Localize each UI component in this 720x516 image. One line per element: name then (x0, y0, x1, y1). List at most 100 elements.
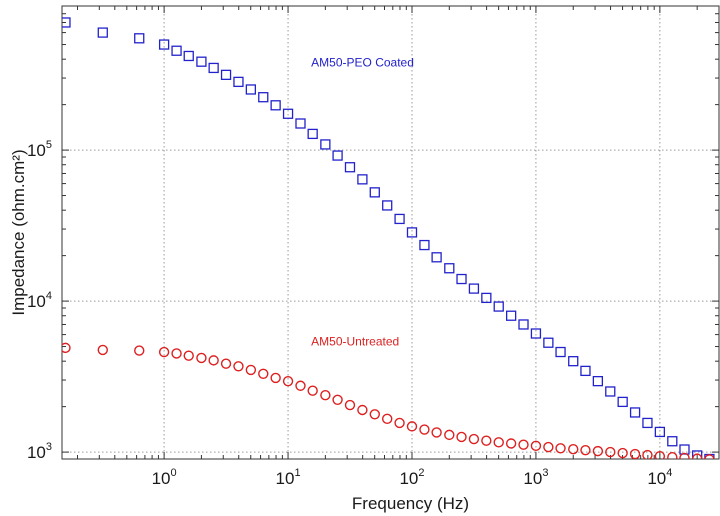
plot-area-frame (61, 5, 720, 460)
circle-marker (617, 447, 628, 459)
circle-marker (134, 345, 145, 356)
square-marker (568, 356, 579, 367)
circle-marker (642, 449, 653, 459)
square-marker (481, 292, 492, 304)
square-marker (344, 162, 356, 173)
square-marker (667, 436, 678, 447)
x-tick-label: 102 (399, 467, 424, 488)
circle-marker (332, 394, 343, 405)
circle-marker (530, 440, 542, 452)
circle-marker (679, 452, 690, 459)
circle-marker (406, 421, 418, 432)
circle-marker (270, 372, 281, 384)
x-axis-label: Frequency (Hz) (352, 494, 469, 513)
circle-marker (295, 380, 306, 391)
square-marker (62, 17, 71, 28)
circle-marker (543, 441, 554, 453)
square-marker (629, 407, 641, 418)
square-marker (171, 45, 182, 56)
circle-marker (456, 431, 467, 443)
circle-marker (468, 433, 480, 445)
square-marker (394, 213, 405, 225)
series-annotations: AM50-PEO Coated AM50-Untreated (311, 56, 414, 349)
square-marker (208, 62, 219, 74)
circle-marker (704, 454, 715, 459)
circle-marker (493, 437, 504, 448)
circle-marker (555, 443, 566, 454)
circle-marker (183, 350, 194, 361)
circle-marker (518, 439, 529, 450)
square-marker (642, 417, 653, 429)
square-marker (679, 444, 690, 455)
circle-marker (220, 358, 232, 369)
circle-marker (419, 424, 430, 435)
circle-marker (258, 368, 269, 379)
circle-marker (382, 413, 393, 425)
circle-marker (320, 390, 331, 401)
series-annotation: AM50-Untreated (311, 334, 399, 348)
square-marker (282, 108, 294, 119)
circle-marker (605, 446, 616, 458)
circle-marker (344, 399, 356, 411)
square-marker (518, 319, 529, 330)
grid-lines (62, 6, 719, 459)
square-marker (369, 187, 380, 198)
square-marker (158, 39, 170, 50)
circle-marker (629, 448, 641, 459)
square-marker (220, 69, 232, 80)
y-tick-label: 103 (27, 441, 52, 462)
square-marker (183, 50, 194, 62)
circle-marker (97, 344, 108, 356)
circle-marker (431, 427, 442, 438)
circle-marker (654, 450, 666, 459)
square-marker (493, 301, 504, 312)
square-marker (320, 139, 331, 150)
square-marker (258, 92, 269, 103)
circle-marker (158, 346, 170, 358)
x-tick-label: 100 (152, 467, 177, 488)
square-marker (270, 100, 281, 111)
circle-marker (444, 429, 455, 441)
circle-marker (369, 409, 380, 420)
square-marker (406, 227, 418, 238)
circle-marker (196, 352, 207, 364)
circle-marker (592, 445, 604, 457)
circle-marker (394, 417, 405, 429)
circle-marker (233, 361, 244, 372)
circle-marker (171, 348, 182, 359)
square-marker (592, 375, 604, 387)
x-tick-label: 104 (647, 467, 672, 488)
square-marker (245, 84, 257, 95)
y-axis-label: Impedance (ohm.cm²) (9, 149, 28, 315)
y-tick-label: 104 (27, 290, 52, 311)
circle-marker (691, 453, 703, 459)
circle-marker (282, 375, 294, 387)
series-annotation: AM50-PEO Coated (311, 56, 414, 70)
square-marker (580, 365, 591, 377)
square-marker (605, 386, 616, 397)
square-marker (444, 263, 455, 274)
circle-marker (357, 404, 368, 416)
square-marker (419, 239, 430, 251)
square-marker (295, 118, 306, 129)
square-marker (456, 273, 467, 285)
circle-marker (505, 438, 517, 449)
square-marker (505, 310, 517, 321)
data-series (62, 17, 715, 459)
circle-marker (62, 342, 71, 354)
square-marker (468, 283, 480, 294)
square-marker (617, 396, 628, 408)
square-marker (307, 128, 318, 140)
square-marker (431, 252, 442, 263)
circle-marker (208, 355, 219, 366)
circle-marker (307, 385, 318, 396)
square-marker (382, 200, 393, 211)
circle-marker (245, 364, 257, 376)
axis-ticks: 100 101 102 103 104 103 104 105 (27, 5, 720, 488)
square-marker (332, 150, 343, 161)
square-marker (530, 328, 542, 339)
circle-marker (568, 444, 579, 455)
square-marker (233, 76, 244, 88)
circle-marker (481, 435, 492, 446)
